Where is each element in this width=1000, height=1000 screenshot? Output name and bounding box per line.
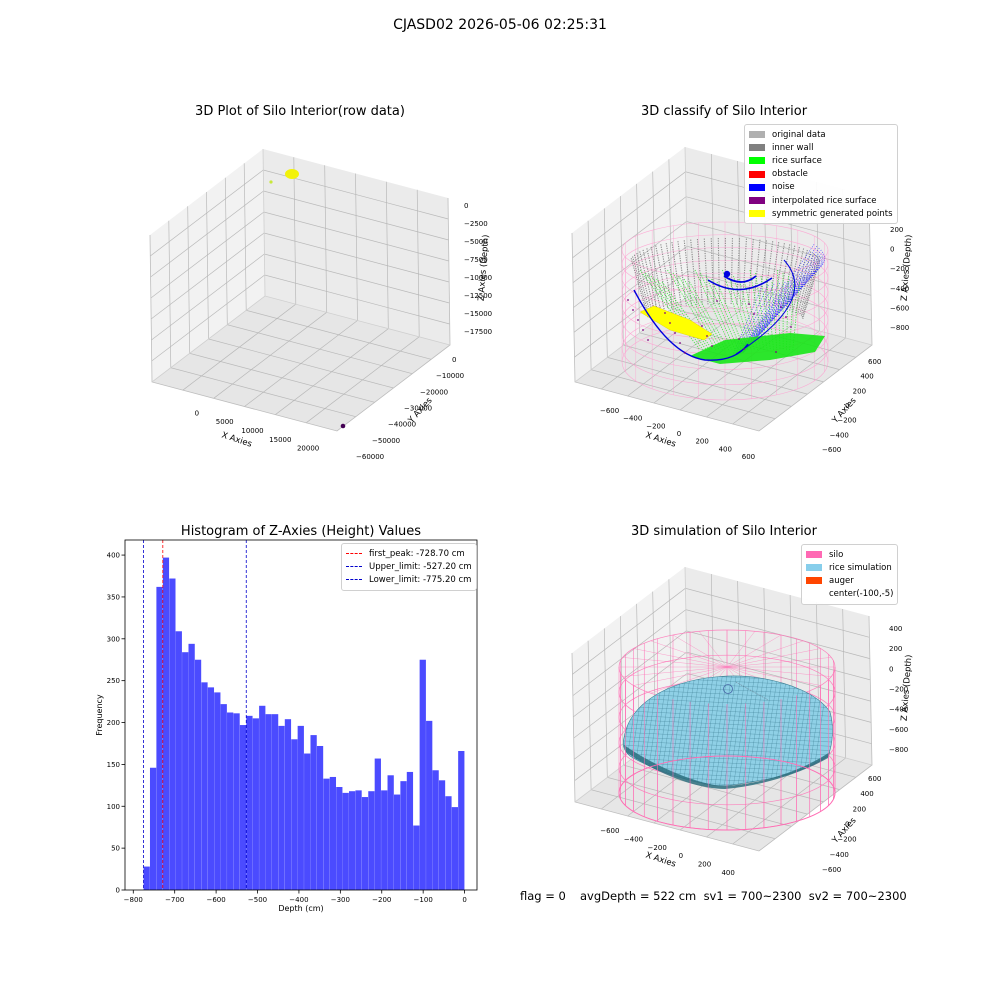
raw-z-tick-label: −12500 [464, 292, 492, 300]
raw-y-tick-label: −60000 [356, 453, 384, 461]
stats-text: avgDepth = 522 cm sv1 = 700~2300 sv2 = 7… [580, 889, 907, 903]
classify-legend-entry: rice surface [749, 154, 893, 167]
raw-x-tick-label: 15000 [269, 436, 291, 444]
histogram-legend-entry: Lower_limit: -775.20 cm [346, 573, 472, 586]
raw-axes-box: 0 5000 10000 15000 20000 0 −10000 −20000 −30000 −… [149, 148, 492, 461]
histogram-legend-entry: Upper_limit: -527.20 cm [346, 560, 472, 573]
legend-label: interpolated rice surface [772, 195, 877, 206]
legend-label: rice simulation [829, 562, 892, 573]
simulation-plot-title: 3D simulation of Silo Interior [631, 524, 817, 539]
legend-swatch [749, 144, 765, 152]
legend-label: Upper_limit: -527.20 cm [369, 561, 472, 572]
legend-label: rice surface [772, 155, 822, 166]
histogram-title: Histogram of Z-Axies (Height) Values [180, 524, 422, 539]
legend-label: center(-100,-5) [829, 589, 894, 600]
legend-label: first_peak: -728.70 cm [369, 548, 465, 559]
raw-plot-title: 3D Plot of Silo Interior(row data) [195, 104, 405, 119]
raw-y-tick-label: −50000 [372, 437, 400, 445]
legend-swatch [749, 210, 765, 218]
classify-legend-entry: obstacle [749, 168, 893, 181]
raw-y-tick-label: 0 [452, 356, 456, 364]
raw-z-tick-label: −2500 [464, 220, 488, 228]
simulation-legend: silo rice simulation auger center(-100,-5) [801, 544, 899, 605]
legend-swatch [749, 183, 765, 191]
classify-legend-entry: original data [749, 128, 893, 141]
raw-y-tick-label: −10000 [436, 372, 464, 380]
classify-legend-entry: interpolated rice surface [749, 194, 893, 207]
classify-legend-entry: inner wall [749, 141, 893, 154]
legend-line-swatch [346, 579, 362, 581]
legend-swatch [806, 591, 822, 598]
legend-swatch [749, 157, 765, 165]
histogram-legend: first_peak: -728.70 cm Upper_limit: -527.… [341, 543, 477, 591]
raw-y-tick-label: −40000 [388, 421, 416, 429]
flag-text: flag = 0 [520, 889, 566, 903]
simulation-legend-entry: rice simulation [806, 561, 893, 574]
legend-swatch [806, 551, 822, 559]
raw-data-point [269, 180, 273, 184]
classify-legend: original data inner wall rice surface obsta… [744, 124, 898, 225]
raw-z-tick-label: −17500 [464, 328, 492, 336]
classify-legend-entry: symmetric generated points [749, 207, 893, 220]
legend-line-swatch [346, 566, 362, 568]
raw-x-tick-label: 20000 [297, 445, 319, 453]
legend-line-swatch [346, 553, 362, 555]
raw-y-tick-label: −20000 [420, 388, 448, 396]
legend-label: symmetric generated points [772, 208, 893, 219]
legend-swatch [806, 564, 822, 572]
legend-label: noise [772, 182, 795, 193]
raw-x-tick-label: 0 [195, 409, 199, 417]
simulation-legend-entry: center(-100,-5) [806, 588, 893, 601]
legend-swatch [749, 170, 765, 178]
raw-z-tick-label: −7500 [464, 256, 488, 264]
raw-box-back-vertical [262, 148, 266, 297]
raw-z-tick-label: 0 [464, 202, 468, 210]
legend-swatch [749, 197, 765, 205]
legend-label: silo [829, 549, 844, 560]
legend-label: inner wall [772, 142, 814, 153]
raw-x-tick-label: 5000 [216, 418, 234, 426]
legend-swatch [749, 131, 765, 139]
classify-plot-title: 3D classify of Silo Interior [640, 104, 808, 119]
legend-label: original data [772, 129, 826, 140]
raw-z-tick-label: −5000 [464, 238, 488, 246]
legend-label: Lower_limit: -775.20 cm [369, 574, 472, 585]
raw-z-tick-label: −10000 [464, 274, 492, 282]
legend-label: auger [829, 575, 854, 586]
simulation-legend-entry: silo [806, 548, 893, 561]
raw-x-tick-label: 10000 [241, 427, 263, 435]
raw-box-edges [149, 197, 451, 432]
legend-label: obstacle [772, 169, 808, 180]
raw-outlier-point [340, 423, 346, 429]
histogram-legend-entry: first_peak: -728.70 cm [346, 547, 472, 560]
classify-legend-entry: noise [749, 181, 893, 194]
simulation-legend-entry: auger [806, 574, 893, 587]
raw-y-tick-label: −30000 [404, 405, 432, 413]
figure-title: CJASD02 2026-05-06 02:25:31 [393, 17, 607, 33]
raw-z-tick-label: −15000 [464, 310, 492, 318]
raw-data-cluster [285, 169, 299, 179]
raw-z-axis-label: Z Axies (Depth) [477, 234, 492, 301]
legend-swatch [806, 577, 822, 585]
